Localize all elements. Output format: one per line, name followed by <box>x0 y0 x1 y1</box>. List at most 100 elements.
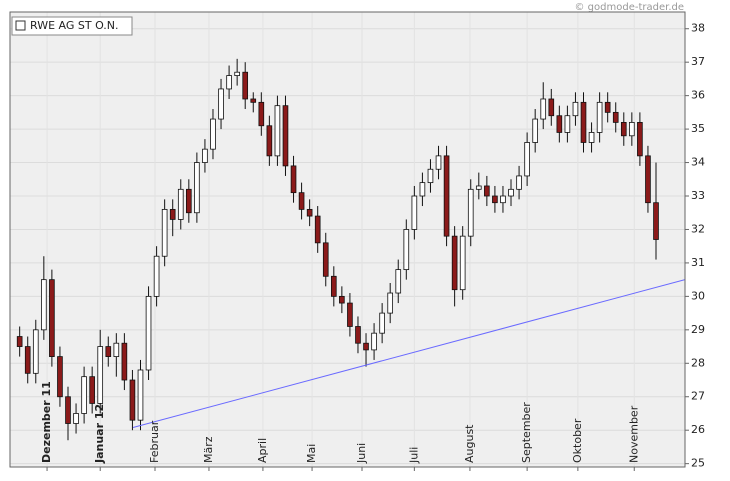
legend-label: RWE AG ST O.N. <box>30 19 119 32</box>
candle-body <box>467 188 474 237</box>
candle-body <box>411 195 418 230</box>
candle-body <box>65 396 71 424</box>
y-tick-label: 37 <box>691 55 705 68</box>
candle-body <box>612 111 619 123</box>
candle-body <box>16 336 23 347</box>
candle-body <box>113 342 120 357</box>
x-tick-label: Oktober <box>571 418 584 463</box>
candle-body <box>202 148 208 163</box>
y-tick-label: 25 <box>691 457 705 470</box>
candle-body <box>556 115 563 133</box>
candle-body <box>596 101 603 133</box>
candle-body <box>371 332 377 351</box>
candle-body <box>234 71 240 76</box>
candle-body <box>330 275 337 297</box>
x-tick-label: März <box>202 436 215 463</box>
candle-body <box>580 101 587 143</box>
y-tick-label: 36 <box>691 89 705 102</box>
y-tick-label: 32 <box>691 222 705 235</box>
x-tick-label: September <box>520 402 533 463</box>
candle-body <box>492 195 498 204</box>
candle-body <box>451 235 458 291</box>
candle-body <box>41 279 47 331</box>
candle-body <box>629 122 635 137</box>
x-tick-label: Juni <box>355 443 368 464</box>
candle-body <box>258 101 265 127</box>
candle-body <box>427 168 434 184</box>
candle-body <box>290 165 297 194</box>
x-tick-label: Dezember 11 <box>40 381 53 463</box>
candle-body <box>508 188 514 197</box>
candle-body <box>339 295 345 304</box>
plot-area <box>10 12 685 467</box>
candle-body <box>186 188 192 214</box>
candle-body <box>153 255 160 297</box>
candle-body <box>387 292 394 314</box>
candle-body <box>137 369 144 421</box>
candle-body <box>145 295 152 371</box>
candle-body <box>620 122 627 137</box>
candle-body <box>355 326 361 344</box>
candle-body <box>637 122 643 157</box>
candle-body <box>57 356 63 398</box>
trend-line <box>132 279 686 429</box>
candle-body <box>194 162 200 214</box>
candle-body <box>73 413 79 424</box>
x-tick-label: April <box>256 438 269 463</box>
candle-body <box>475 185 482 190</box>
y-tick-label: 29 <box>691 323 705 336</box>
y-tick-label: 30 <box>691 289 705 302</box>
x-tick-label: Mai <box>305 444 318 463</box>
candle-body <box>484 185 490 197</box>
candle-body <box>81 376 87 414</box>
candle-body <box>266 125 273 157</box>
candle-body <box>226 75 232 90</box>
candle-body <box>653 202 659 240</box>
x-tick-label: Januar 12 <box>93 404 106 464</box>
candle-body <box>129 379 136 421</box>
y-tick-label: 35 <box>691 122 705 135</box>
candle-body <box>572 101 579 117</box>
y-tick-label: 34 <box>691 156 705 169</box>
candle-body <box>540 98 547 120</box>
candle-body <box>282 105 289 167</box>
candle-body <box>161 208 168 257</box>
x-tick-label: August <box>463 424 476 463</box>
candle-body <box>604 101 611 113</box>
candle-body <box>314 215 321 244</box>
candle-body <box>250 98 257 103</box>
candle-body <box>532 118 538 143</box>
candle-body <box>322 242 329 277</box>
candle-body <box>435 155 442 170</box>
candle-body <box>89 376 95 404</box>
candle-body <box>516 175 522 190</box>
candle-body <box>32 329 39 374</box>
candle-body <box>645 155 651 204</box>
candle-body <box>49 279 55 357</box>
candle-body <box>379 312 385 334</box>
candle-body <box>500 195 506 204</box>
candle-body <box>347 302 353 327</box>
legend <box>11 16 133 36</box>
y-tick-label: 27 <box>691 390 705 403</box>
candle-body <box>395 269 402 294</box>
candle-body <box>274 105 281 157</box>
plot-border <box>9 11 686 468</box>
candle-body <box>443 155 450 237</box>
y-tick-label: 31 <box>691 256 705 269</box>
legend-icon <box>15 20 26 31</box>
candle-body <box>177 188 184 220</box>
y-tick-label: 26 <box>691 423 705 436</box>
candle-body <box>403 229 410 271</box>
candle-body <box>306 208 313 217</box>
candle-body <box>218 88 224 120</box>
candle-body <box>242 71 249 100</box>
candle-body <box>169 208 176 220</box>
candle-body <box>24 346 31 374</box>
watermark: © godmode-trader.de <box>575 2 685 13</box>
candle-body <box>298 192 305 210</box>
candle-body <box>459 235 466 291</box>
x-tick-label: November <box>627 405 640 463</box>
x-tick-label: Februar <box>148 420 161 463</box>
